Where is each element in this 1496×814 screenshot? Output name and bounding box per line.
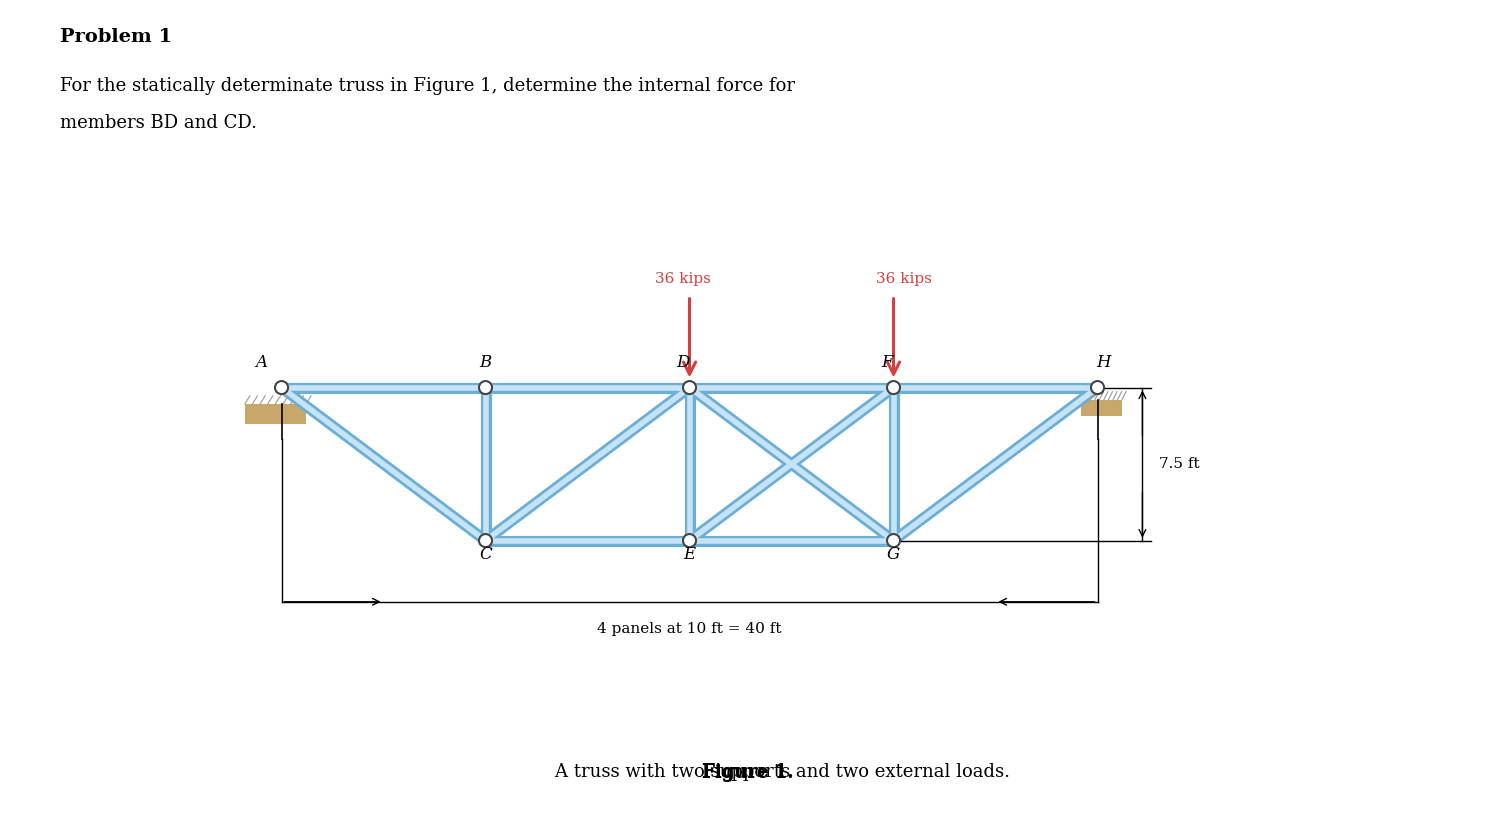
Text: G: G (887, 546, 901, 563)
Text: A: A (256, 354, 268, 371)
Text: A truss with two supports and two external loads.: A truss with two supports and two extern… (486, 763, 1010, 781)
Circle shape (479, 534, 492, 547)
Text: members BD and CD.: members BD and CD. (60, 114, 257, 132)
Text: Figure 1. A truss with two supports and two external loads.: Figure 1. A truss with two supports and … (476, 764, 1020, 782)
Circle shape (1091, 381, 1104, 394)
Text: 7.5 ft: 7.5 ft (1159, 457, 1200, 471)
Text: Figure 1.: Figure 1. (702, 764, 794, 782)
Bar (1082, 400, 1122, 416)
Circle shape (275, 381, 289, 394)
Circle shape (887, 534, 901, 547)
Text: H: H (1097, 354, 1112, 371)
Text: F: F (881, 354, 893, 371)
Bar (245, 404, 307, 424)
Text: For the statically determinate truss in Figure 1, determine the internal force f: For the statically determinate truss in … (60, 77, 794, 95)
Text: E: E (684, 546, 696, 563)
Text: 36 kips: 36 kips (655, 272, 711, 286)
Text: Problem 1: Problem 1 (60, 28, 172, 46)
Circle shape (479, 381, 492, 394)
Text: 4 panels at 10 ft = 40 ft: 4 panels at 10 ft = 40 ft (597, 622, 782, 637)
Circle shape (684, 381, 696, 394)
Text: C: C (479, 546, 492, 563)
Text: 36 kips: 36 kips (875, 272, 932, 286)
Text: D: D (676, 354, 690, 371)
Text: Figure 1.: Figure 1. (702, 763, 794, 781)
Text: B: B (479, 354, 492, 371)
Circle shape (684, 534, 696, 547)
Circle shape (887, 381, 901, 394)
